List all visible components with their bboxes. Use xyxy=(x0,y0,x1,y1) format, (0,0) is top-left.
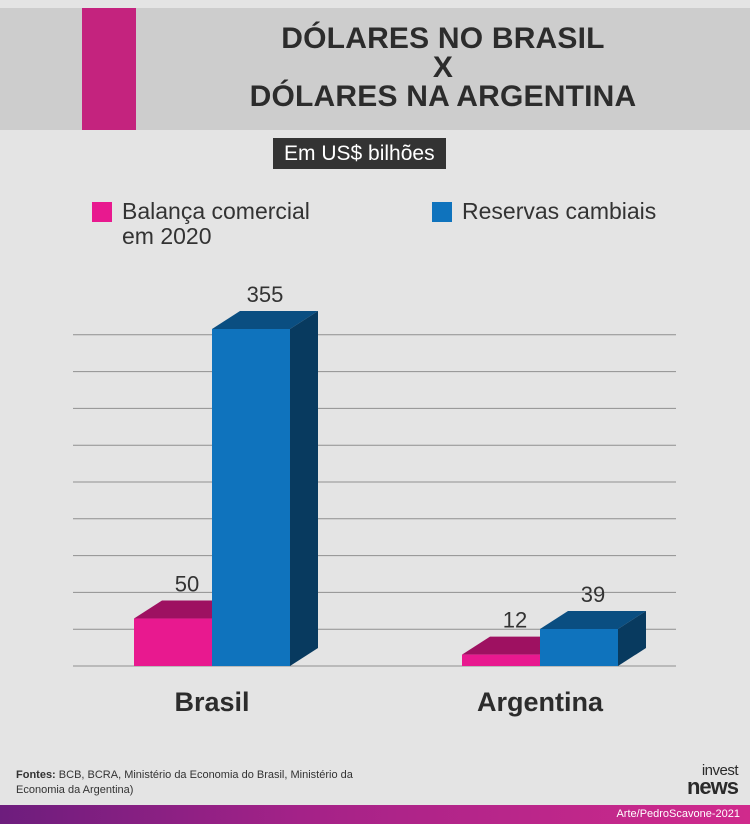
legend-swatch-balanca xyxy=(92,202,112,222)
bar xyxy=(134,618,212,666)
legend-item-reservas: Reservas cambiais xyxy=(432,199,656,224)
sources-label: Fontes: xyxy=(16,769,56,781)
bar-side xyxy=(290,311,318,666)
title-line-1: DÓLARES NO BRASIL xyxy=(281,22,605,55)
bar xyxy=(212,329,290,666)
legend-swatch-reservas xyxy=(432,202,452,222)
bar-top xyxy=(212,311,318,329)
investnews-logo: invest news xyxy=(676,762,739,799)
chart-title: DÓLARES NO BRASIL X DÓLARES NA ARGENTINA xyxy=(136,22,750,113)
bar-chart: 50 355 Brasil 12 39 Argentina xyxy=(73,282,676,717)
logo-text-bottom: news xyxy=(686,774,739,799)
sources-note: Fontes: BCB, BCRA, Ministério da Economi… xyxy=(16,768,376,798)
bar xyxy=(540,628,618,666)
data-label: 39 xyxy=(581,582,605,607)
legend-label-balanca: Balança comercial em 2020 xyxy=(122,199,310,249)
bar-top xyxy=(540,610,646,629)
top-strip xyxy=(0,0,750,8)
legend-item-balanca: Balança comercial em 2020 xyxy=(92,199,310,249)
unit-label: Em US$ bilhões xyxy=(273,138,446,169)
legend-label-balanca-line2: em 2020 xyxy=(122,223,212,249)
artist-credit: Arte/PedroScavone-2021 xyxy=(616,808,740,820)
header-banner: DÓLARES NO BRASIL X DÓLARES NA ARGENTINA xyxy=(0,8,750,130)
category-label: Argentina xyxy=(477,687,604,717)
title-line-2: X xyxy=(432,51,454,84)
bar xyxy=(462,654,540,666)
legend-label-reservas: Reservas cambiais xyxy=(462,198,657,224)
bottom-bar: Arte/PedroScavone-2021 xyxy=(0,805,750,824)
data-label: 50 xyxy=(175,572,199,597)
data-label: 355 xyxy=(247,282,284,307)
legend-label-balanca-line1: Balança comercial xyxy=(122,198,310,224)
data-label: 12 xyxy=(503,608,527,633)
bar-side xyxy=(618,610,646,666)
category-label: Brasil xyxy=(174,687,249,717)
header-accent-bar xyxy=(82,8,136,130)
sources-text: BCB, BCRA, Ministério da Economia do Bra… xyxy=(16,769,353,796)
title-line-3: DÓLARES NA ARGENTINA xyxy=(249,80,637,113)
logo-text-top: invest xyxy=(701,762,739,779)
